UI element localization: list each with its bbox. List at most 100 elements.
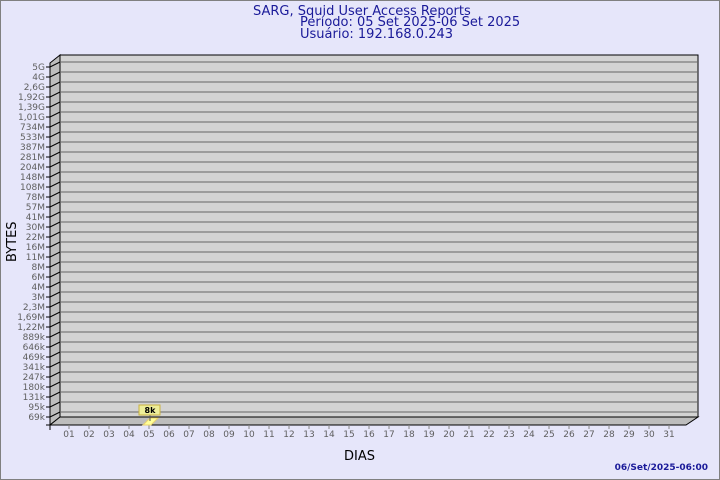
- y-tick-label: 57M: [26, 203, 45, 213]
- x-tick-label: 16: [363, 430, 375, 440]
- y-grid-wall: [49, 151, 61, 158]
- y-grid-wall: [49, 251, 61, 258]
- footer-timestamp: 06/Set/2025-06:00: [615, 463, 708, 473]
- y-tick-label: 11M: [26, 253, 45, 263]
- y-tick-label: 16M: [26, 243, 45, 253]
- x-tick-label: 23: [503, 430, 514, 440]
- plot-back-wall: [59, 54, 699, 418]
- y-grid-wall: [49, 411, 61, 418]
- y-tick-label: 533M: [20, 133, 45, 143]
- x-tick-label: 17: [383, 430, 394, 440]
- y-axis-label: BYTES: [5, 221, 20, 262]
- y-grid-wall: [49, 171, 61, 178]
- x-tick-label: 10: [243, 430, 255, 440]
- y-grid-wall: [49, 141, 61, 148]
- y-grid-wall: [49, 341, 61, 348]
- x-tick-label: 14: [323, 430, 335, 440]
- y-tick-label: 4G: [32, 73, 45, 83]
- y-grid-wall: [49, 131, 61, 138]
- y-grid-wall: [49, 401, 61, 408]
- y-grid-wall: [49, 211, 61, 218]
- x-tick-label: 04: [123, 430, 135, 440]
- chart-subtitle-period: Período: 05 Set 2025-06 Set 2025: [300, 15, 520, 30]
- x-tick-label: 24: [523, 430, 535, 440]
- y-grid-wall: [49, 351, 61, 358]
- y-tick-label: 1,22M: [17, 323, 45, 333]
- bar-data-label: 8k: [145, 406, 157, 415]
- y-grid-wall: [49, 371, 61, 378]
- y-grid-wall: [49, 91, 61, 98]
- bar: [141, 417, 160, 426]
- y-tick-label: 148M: [20, 173, 45, 183]
- x-tick-label: 01: [63, 430, 74, 440]
- y-tick-label: 4M: [32, 283, 46, 293]
- y-grid-wall: [49, 321, 61, 328]
- x-tick-label: 03: [103, 430, 114, 440]
- y-grid-wall: [49, 121, 61, 128]
- y-grid-wall: [49, 331, 61, 338]
- y-tick-label: 131k: [23, 393, 46, 403]
- y-tick-label: 22M: [26, 233, 45, 243]
- y-grid-wall: [49, 381, 61, 388]
- x-tick-label: 26: [563, 430, 575, 440]
- y-tick-label: 646k: [23, 343, 46, 353]
- y-tick-label: 247k: [23, 373, 46, 383]
- y-grid-wall: [49, 261, 61, 268]
- x-tick-label: 15: [343, 430, 354, 440]
- x-axis-label: DIAS: [344, 449, 375, 464]
- x-tick-label: 30: [643, 430, 655, 440]
- y-tick-label: 78M: [26, 193, 45, 203]
- y-grid-wall: [49, 281, 61, 288]
- y-grid-wall: [49, 301, 61, 308]
- x-tick-label: 21: [463, 430, 474, 440]
- y-tick-label: 69k: [28, 413, 45, 423]
- y-tick-label: 95k: [28, 403, 45, 413]
- x-tick-label: 22: [483, 430, 494, 440]
- x-tick-label: 25: [543, 430, 554, 440]
- x-tick-label: 09: [223, 430, 235, 440]
- x-tick-label: 19: [423, 430, 435, 440]
- y-tick-label: 6M: [32, 273, 46, 283]
- y-grid-wall: [49, 231, 61, 238]
- y-grid-wall: [49, 181, 61, 188]
- y-tick-label: 1,01G: [18, 113, 45, 123]
- bar-label-box: [138, 404, 161, 416]
- y-tick-label: 5G: [32, 63, 45, 73]
- y-grid-wall: [49, 311, 61, 318]
- y-tick-label: 180k: [23, 383, 46, 393]
- x-tick-label: 05: [143, 430, 154, 440]
- y-grid-wall: [49, 391, 61, 398]
- plot-left-wall: [49, 53, 61, 427]
- y-grid-wall: [49, 201, 61, 208]
- x-tick-label: 20: [443, 430, 455, 440]
- chart-title: SARG, Squid User Access Reports: [253, 4, 471, 19]
- y-grid-wall: [49, 161, 61, 168]
- y-grid-wall: [49, 71, 61, 78]
- y-grid-wall: [49, 221, 61, 228]
- y-tick-label: 1,92G: [18, 93, 45, 103]
- y-tick-label: 387M: [20, 143, 45, 153]
- x-tick-label: 12: [283, 430, 294, 440]
- x-tick-label: 02: [83, 430, 94, 440]
- y-tick-label: 1,69M: [17, 313, 45, 323]
- x-tick-label: 27: [583, 430, 594, 440]
- y-tick-label: 108M: [20, 183, 45, 193]
- x-tick-label: 28: [603, 430, 615, 440]
- y-tick-label: 30M: [26, 223, 45, 233]
- x-tick-label: 29: [623, 430, 635, 440]
- x-tick-label: 08: [203, 430, 215, 440]
- y-tick-label: 341k: [23, 363, 46, 373]
- y-grid-wall: [49, 101, 61, 108]
- x-tick-label: 11: [263, 430, 274, 440]
- y-tick-label: 2,6G: [24, 83, 45, 93]
- y-grid-wall: [49, 81, 61, 88]
- y-grid-wall: [49, 291, 61, 298]
- y-tick-label: 889k: [23, 333, 46, 343]
- x-tick-label: 31: [663, 430, 674, 440]
- y-tick-label: 8M: [32, 263, 46, 273]
- y-grid-wall: [49, 271, 61, 278]
- y-tick-label: 734M: [20, 123, 45, 133]
- chart-subtitle-user: Usuário: 192.168.0.243: [300, 27, 453, 42]
- y-tick-label: 469k: [23, 353, 46, 363]
